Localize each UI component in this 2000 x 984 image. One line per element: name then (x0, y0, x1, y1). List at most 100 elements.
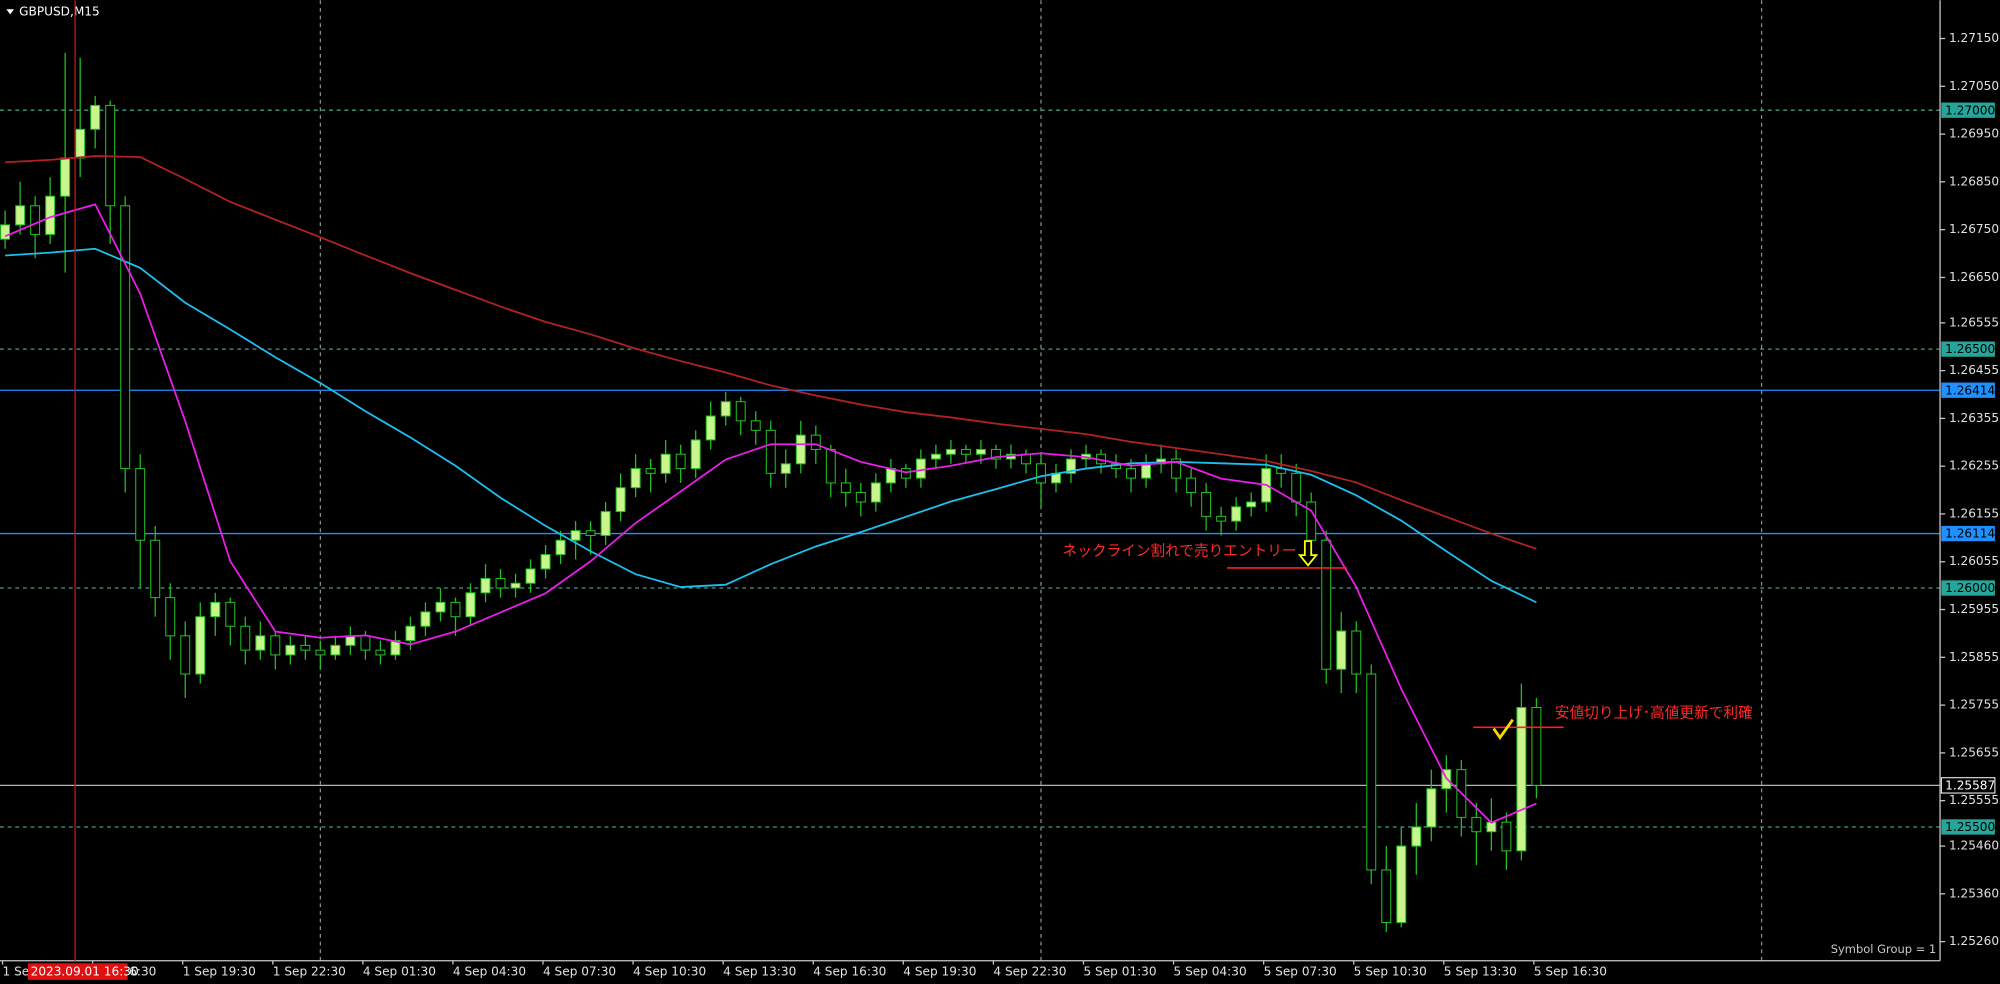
candle-body (630, 468, 641, 489)
level-tag (1941, 580, 1995, 596)
candle-body (555, 539, 566, 556)
y-tick-label: 1.25755 (1949, 698, 1999, 712)
symbol-menu-arrow[interactable] (6, 9, 15, 15)
candle-body (705, 415, 716, 441)
candle-body (690, 439, 701, 470)
moving-average-line (4, 203, 1537, 824)
annotation-entry: ネックライン割れで売りエントリー (1063, 542, 1297, 559)
candle-body (15, 205, 26, 226)
candle-body (735, 401, 746, 422)
candle-body (1291, 472, 1302, 503)
candle-body (420, 611, 431, 627)
candle-body (1516, 706, 1527, 852)
crosshair-time-box (28, 963, 128, 980)
candle-body (300, 644, 311, 651)
symbol-group: Symbol Group = 1 (1831, 942, 1936, 956)
candle-body (1141, 463, 1152, 479)
candle-body (675, 453, 686, 470)
candle-body (0, 224, 11, 240)
level-tag (1940, 777, 1996, 794)
candle-body (720, 401, 731, 417)
levels-layer (0, 109, 1941, 828)
candle-body (435, 601, 446, 613)
candle-body (1186, 477, 1197, 493)
candle-body (285, 644, 296, 656)
y-tick-label: 1.26650 (1949, 270, 1999, 284)
x-tick-label: 5 Sep 13:30 (1444, 965, 1517, 979)
x-tick-label: 4 Sep 01:30 (363, 965, 436, 979)
candle-body (1396, 845, 1407, 924)
candle-body (960, 448, 971, 455)
x-tick-label: 5 Sep 16:30 (1534, 965, 1607, 979)
candle-body (840, 482, 851, 493)
candle-body (195, 616, 206, 675)
candle-body (345, 635, 356, 646)
y-tick-label: 1.26355 (1949, 411, 1999, 425)
candle-body (645, 468, 656, 474)
x-tick-label: 4 Sep 16:30 (813, 965, 886, 979)
x-tick-label: 4 Sep 10:30 (633, 965, 706, 979)
candle-body (780, 463, 791, 474)
candle-body (180, 635, 191, 675)
y-tick-label: 1.25360 (1949, 886, 1999, 900)
candle-body (795, 434, 806, 465)
candle-body (1036, 463, 1046, 484)
candle-body (1321, 539, 1332, 670)
candle-body (810, 434, 821, 450)
level-tag-label: 1.26114 (1945, 527, 1995, 541)
candle-body (570, 530, 581, 541)
axis-layer: 1.27150 1.27050 1.26950 1.26850 1.26750 1.266… (1, 31, 1999, 979)
moving-averages-layer (4, 155, 1537, 824)
y-tick-label: 1.26055 (1949, 554, 1999, 568)
candle-body (240, 625, 251, 651)
candle-body (975, 448, 986, 455)
level-tag-label: 1.26500 (1945, 342, 1995, 356)
candle-body (750, 420, 761, 431)
x-tick-label: 4 Sep 19:30 (903, 965, 976, 979)
candle-body (540, 554, 551, 570)
candle-body (450, 601, 461, 618)
sell-arrow (1297, 540, 1319, 567)
chart-title: GBPUSD,M15 (19, 4, 100, 18)
candle-body (495, 577, 506, 589)
y-tick-label: 1.26255 (1949, 459, 1999, 473)
candle-body (915, 458, 926, 479)
x-tick-label: 5 Sep 04:30 (1174, 965, 1247, 979)
candle-body (465, 592, 476, 618)
candle-body (315, 649, 326, 656)
y-tick-label: 1.26155 (1949, 506, 1999, 520)
candle-body (990, 448, 1001, 460)
candle-body (585, 530, 596, 536)
candle-body (360, 635, 371, 651)
y-tick-label: 1.26455 (1949, 363, 1999, 377)
candle-body (870, 482, 881, 503)
level-tag (1941, 341, 1995, 357)
y-tick-label: 1.27050 (1949, 79, 1999, 93)
crosshair-layer: 2023.09.01 16:30 (28, 0, 139, 980)
x-tick-label: 5 Sep 10:30 (1354, 965, 1427, 979)
annotation-exit: 安値切り上げ･高値更新で利確 (1555, 704, 1753, 721)
candle-body (900, 468, 911, 479)
candle-body (1306, 501, 1317, 541)
candle-body (1426, 788, 1437, 828)
candle-body (1351, 630, 1362, 675)
candle-body (1171, 458, 1182, 479)
candle-body (660, 453, 671, 474)
level-tag-label: 1.26414 (1945, 383, 1995, 397)
candle-body (825, 448, 836, 484)
y-tick-label: 1.25460 (1949, 839, 1999, 853)
candle-body (1216, 515, 1227, 522)
candles-layer (0, 52, 1542, 933)
candle-body (1231, 506, 1242, 522)
candle-body (855, 491, 866, 503)
moving-average-line (5, 155, 1537, 550)
y-tick-label: 1.26750 (1949, 222, 1999, 236)
candle-body (210, 601, 221, 618)
y-tick-label: 1.25655 (1949, 745, 1999, 759)
candle-body (120, 205, 131, 470)
candle-body (60, 157, 71, 197)
candle-body (1531, 706, 1542, 786)
candle-body (225, 601, 236, 627)
